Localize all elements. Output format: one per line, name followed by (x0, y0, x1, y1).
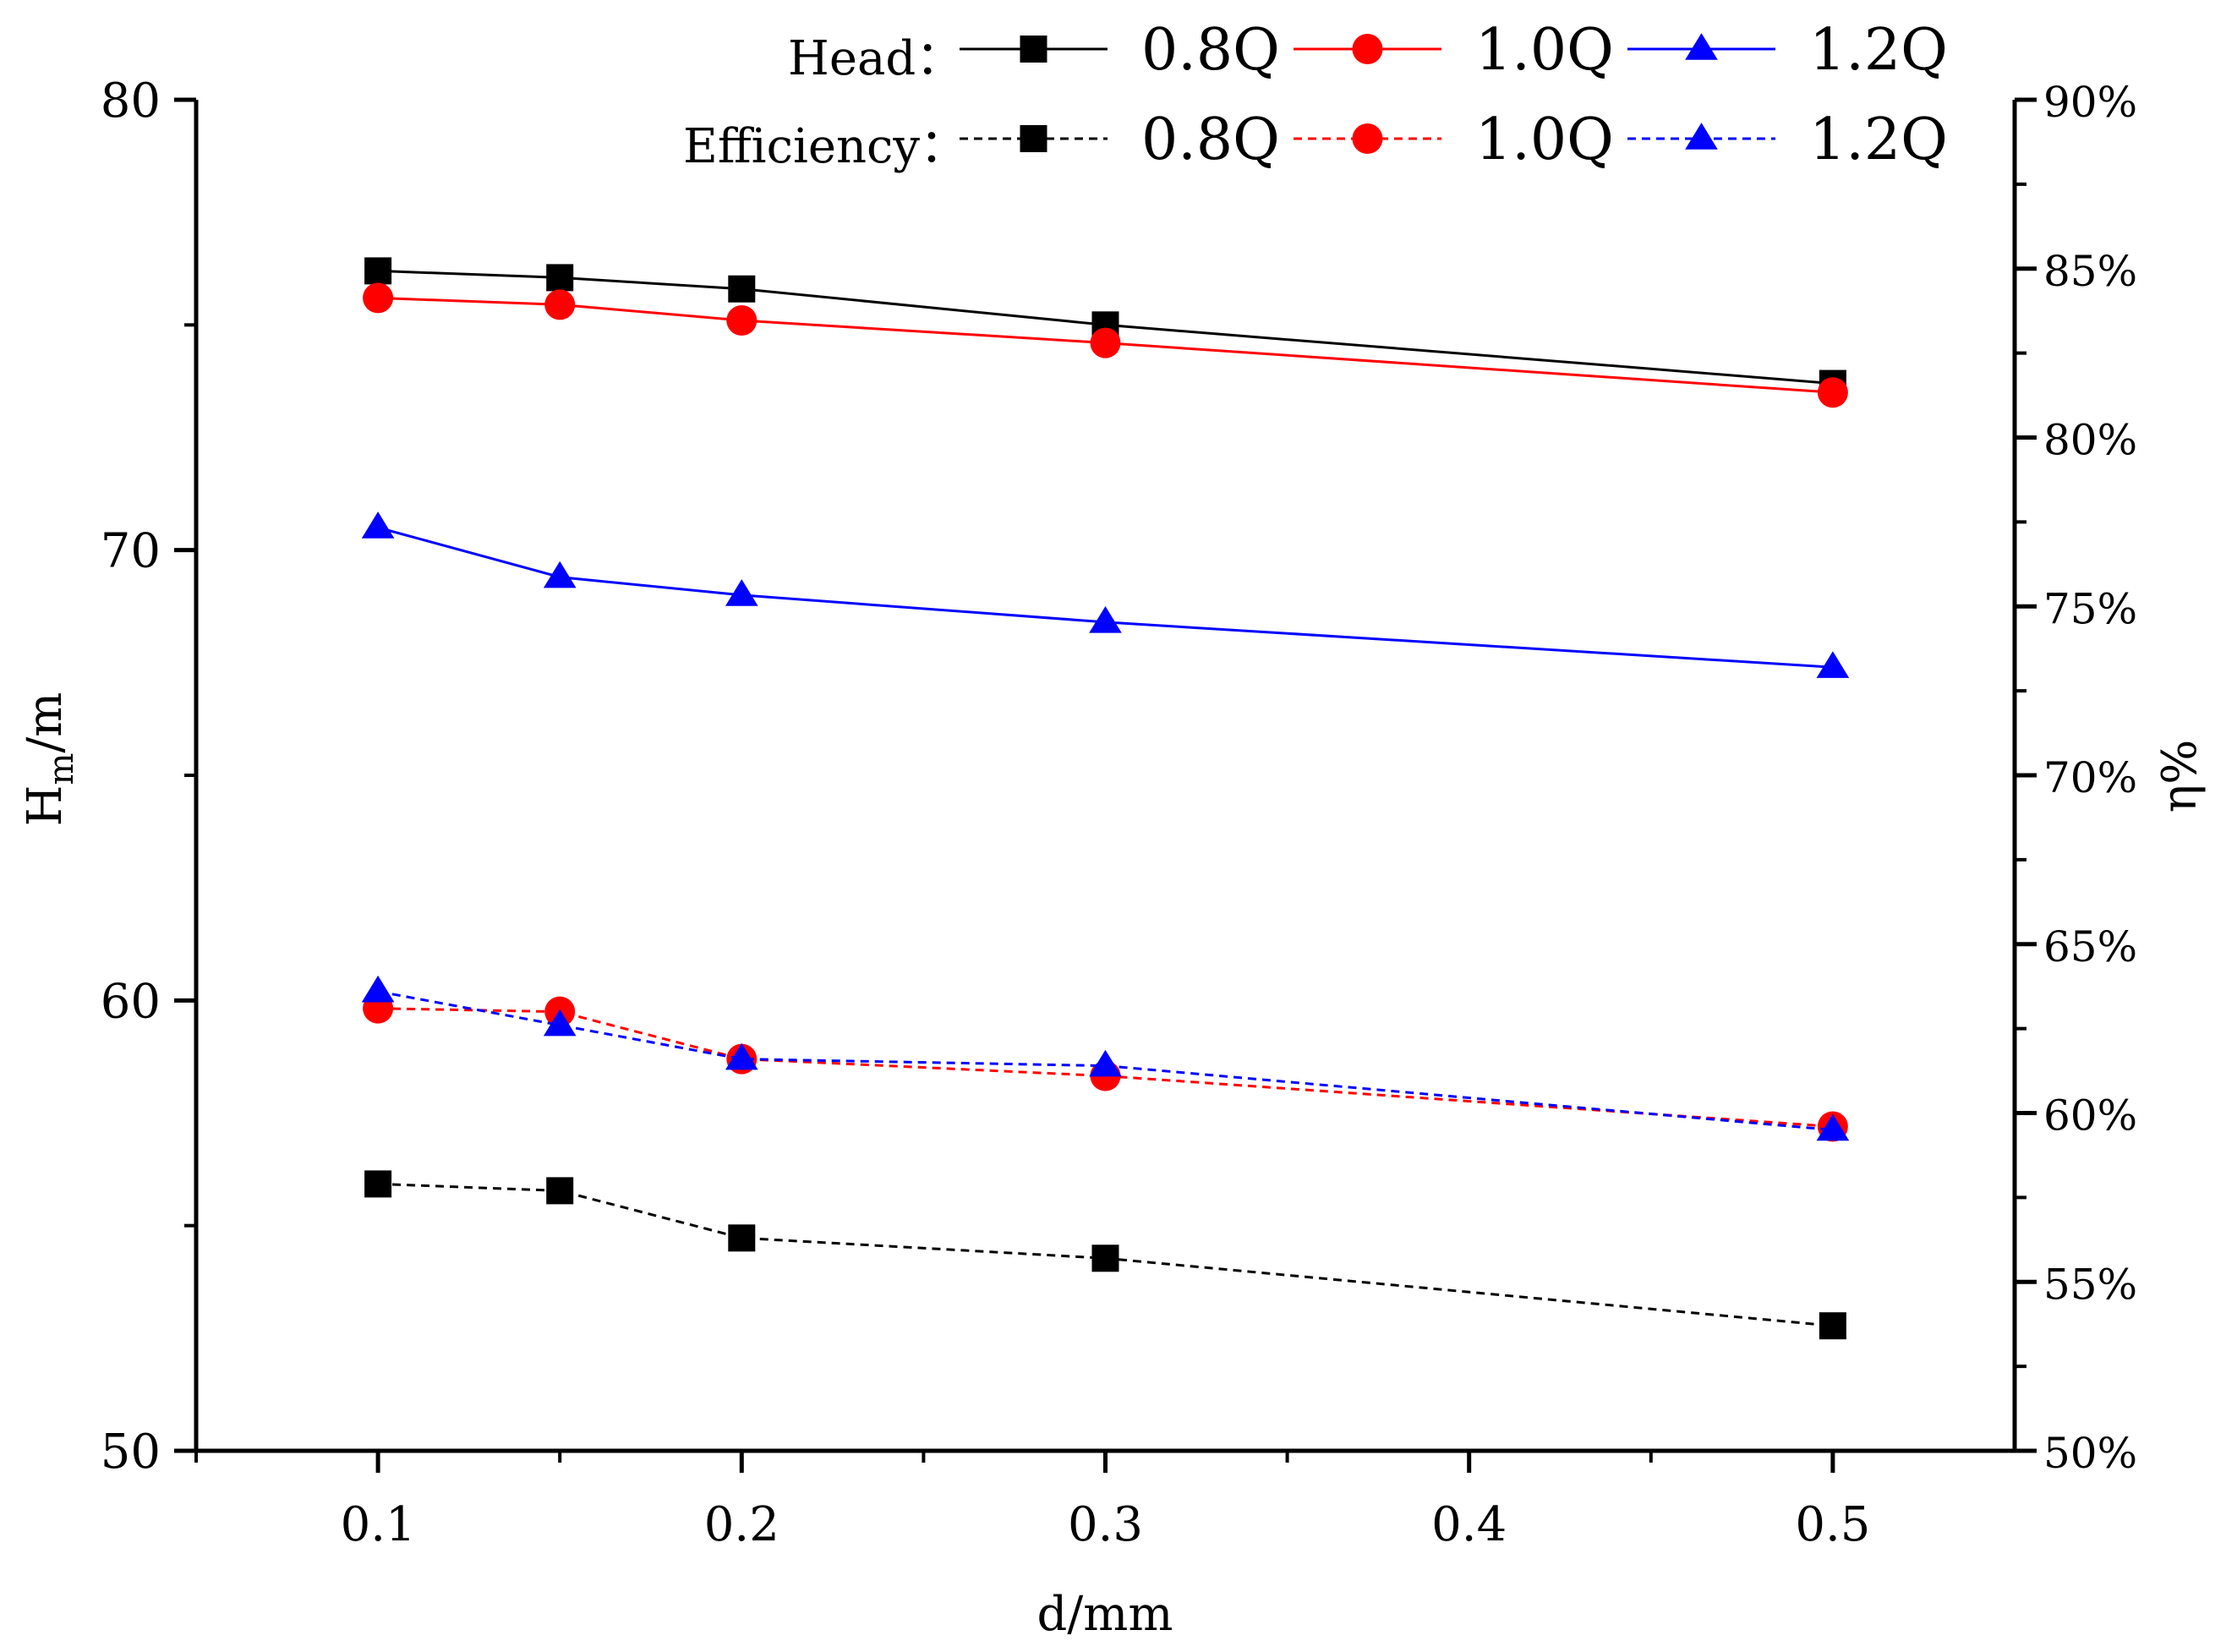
legend-marker-head-1-0q (1352, 34, 1383, 64)
legend-efficiency-label-1.2q: 1.2Q (1809, 107, 1948, 173)
legend-head-label-0.8q: 0.8Q (1141, 17, 1280, 84)
y-axis-title: Hm/m (18, 692, 81, 827)
legend-marker-head-0-8q (1020, 36, 1047, 63)
data-point-efficiency-0-8q (1819, 1312, 1846, 1340)
data-point-head-0-8q (364, 257, 392, 285)
y2-axis-ticks: 50% 55% 60% 65% 70% 75% 80% 85% 90% (2015, 78, 2137, 1478)
legend-marker-efficiency-1-2q (1685, 123, 1718, 150)
y-axis-ticks: 50 60 70 80 (101, 74, 196, 1480)
data-point-head-1-0q (1817, 377, 1848, 408)
series-layer (361, 257, 1850, 1340)
legend-sample-efficiency-1-0q (1294, 123, 1441, 154)
y-axis-title-subscript: m (42, 753, 81, 785)
legend-marker-efficiency-1-0q (1352, 123, 1383, 154)
legend-sample-head-1-2q (1627, 33, 1775, 60)
data-point-head-1-0q (726, 305, 758, 336)
legend-sample-head-0-8q (960, 36, 1108, 63)
x-tick-label: 0.5 (1795, 1497, 1870, 1552)
data-point-efficiency-0-8q (364, 1170, 392, 1198)
x-tick-label: 0.4 (1431, 1497, 1507, 1552)
legend-efficiency-label-0.8q: 0.8Q (1141, 107, 1280, 173)
data-point-efficiency-1-2q (725, 1042, 758, 1070)
y2-axis-title: η% (2152, 740, 2207, 813)
legend-head-label-1.0q: 1.0Q (1475, 17, 1614, 84)
y2-tick-label: 90% (2043, 78, 2137, 127)
y-tick-label: 70 (101, 524, 161, 579)
data-point-head-1-2q (543, 561, 577, 588)
data-point-head-1-2q (1816, 651, 1850, 678)
data-point-head-0-8q (728, 275, 756, 303)
series-efficiency-1-2q (361, 975, 1850, 1141)
legend-head-label: Head： (788, 31, 963, 86)
data-point-efficiency-0-8q (728, 1224, 756, 1252)
y2-tick-label: 50% (2043, 1429, 2137, 1478)
legend-samples (960, 33, 1775, 154)
data-point-head-1-2q (1089, 606, 1122, 633)
series-line-efficiency-0-8q (378, 1182, 1834, 1327)
legend-head-label-1.2q: 1.2Q (1809, 17, 1948, 84)
series-efficiency-0-8q (364, 1170, 1846, 1340)
legend-efficiency-label: Efficiency： (683, 119, 967, 174)
x-tick-label: 0.1 (341, 1497, 416, 1552)
y-axis-title-unit: /m (18, 692, 73, 753)
y2-tick-label: 70% (2043, 753, 2137, 802)
data-point-efficiency-0-8q (1091, 1244, 1119, 1272)
legend-sample-head-1-0q (1294, 34, 1441, 64)
x-axis-title-group: d/mm (1037, 1587, 1173, 1642)
data-point-efficiency-1-2q (1816, 1113, 1850, 1141)
data-point-head-1-2q (725, 579, 758, 606)
y2-tick-label: 85% (2043, 247, 2137, 296)
x-axis-ticks: 0.1 0.2 0.3 0.4 0.5 (194, 1451, 1870, 1552)
x-tick-label: 0.3 (1068, 1497, 1143, 1552)
legend-efficiency-label-1.0q: 1.0Q (1475, 107, 1614, 173)
data-point-efficiency-1-2q (361, 975, 395, 1003)
series-head-1-2q (361, 511, 1850, 678)
y-tick-label: 80 (101, 74, 161, 129)
y-axis-title-main: H (18, 785, 73, 827)
legend-marker-head-1-2q (1685, 33, 1718, 60)
series-head-1-0q (363, 282, 1848, 408)
x-tick-label: 0.2 (704, 1497, 779, 1552)
data-point-efficiency-0-8q (546, 1177, 574, 1205)
legend: Head： Efficiency： 0.8Q 1.0Q 1.2Q 0.8Q 1.… (683, 17, 1948, 174)
y-axis-title-group: Hm/m (18, 692, 81, 827)
legend-sample-efficiency-1-2q (1627, 123, 1775, 150)
y2-tick-label: 80% (2043, 416, 2137, 465)
y2-tick-label: 60% (2043, 1091, 2137, 1141)
y-tick-label: 60 (101, 974, 161, 1029)
y2-tick-label: 55% (2043, 1260, 2137, 1309)
data-point-head-0-8q (546, 264, 574, 292)
data-point-head-1-0q (544, 289, 576, 320)
y-tick-label: 50 (101, 1425, 161, 1480)
data-point-head-1-0q (363, 282, 394, 314)
y2-tick-label: 65% (2043, 922, 2137, 971)
legend-marker-efficiency-0-8q (1020, 125, 1047, 152)
data-point-efficiency-1-2q (1089, 1049, 1122, 1077)
data-point-efficiency-1-2q (543, 1009, 577, 1037)
data-point-head-1-2q (361, 511, 395, 539)
data-point-head-1-0q (1090, 327, 1121, 358)
series-line-efficiency-1-0q (378, 1007, 1834, 1128)
legend-sample-efficiency-0-8q (960, 125, 1108, 152)
y2-axis-title-group: η% (2152, 740, 2207, 813)
series-line-efficiency-1-2q (377, 990, 1834, 1131)
x-axis-title: d/mm (1037, 1587, 1173, 1642)
y2-tick-label: 75% (2043, 584, 2137, 633)
